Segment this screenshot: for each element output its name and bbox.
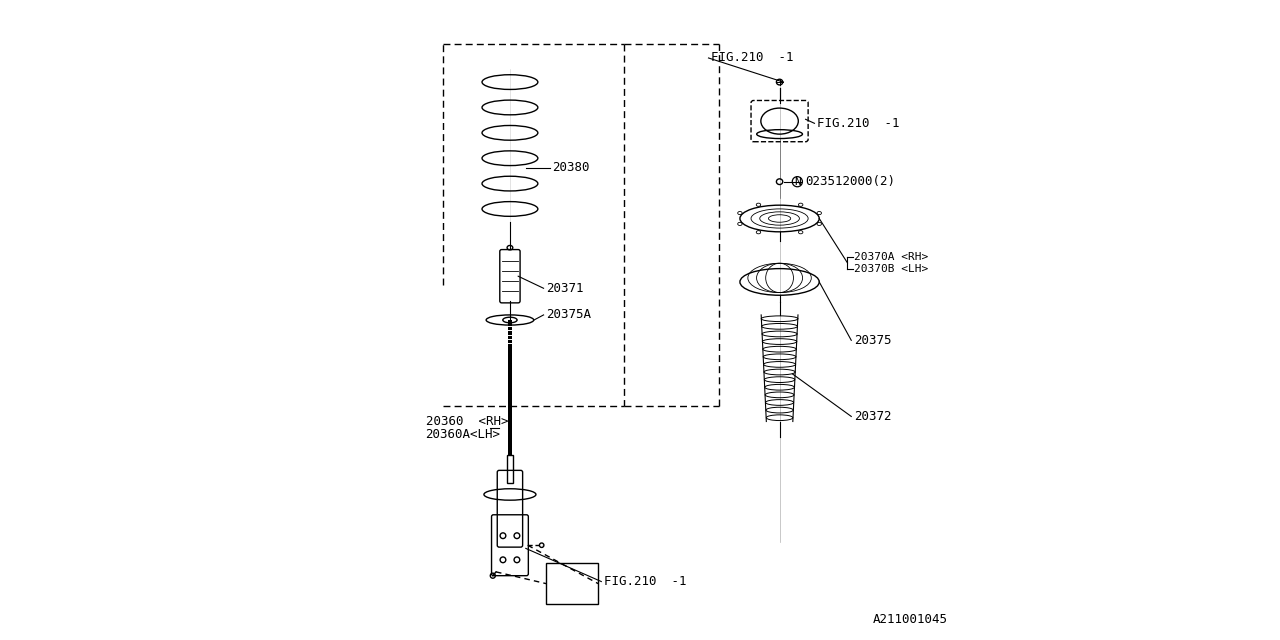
Text: 20360  <RH>: 20360 <RH>: [425, 415, 508, 428]
Bar: [508, 320, 512, 456]
Text: A211001045: A211001045: [873, 613, 947, 626]
Bar: [547, 563, 598, 604]
Bar: [507, 454, 513, 483]
Text: 20370B <LH>: 20370B <LH>: [855, 264, 929, 275]
Text: FIG.210  -1: FIG.210 -1: [817, 117, 900, 130]
Text: 20375: 20375: [854, 334, 891, 347]
Text: 20372: 20372: [854, 410, 891, 423]
Text: FIG.210  -1: FIG.210 -1: [604, 575, 687, 588]
Text: N: N: [794, 177, 801, 187]
Text: 20370A <RH>: 20370A <RH>: [855, 252, 929, 262]
Text: 023512000(2): 023512000(2): [805, 175, 895, 188]
Text: 20375A: 20375A: [547, 308, 591, 321]
Text: 20360A<LH>: 20360A<LH>: [425, 428, 500, 441]
Text: 20380: 20380: [553, 161, 590, 174]
Text: 20371: 20371: [547, 282, 584, 295]
Text: FIG.210  -1: FIG.210 -1: [712, 51, 794, 65]
